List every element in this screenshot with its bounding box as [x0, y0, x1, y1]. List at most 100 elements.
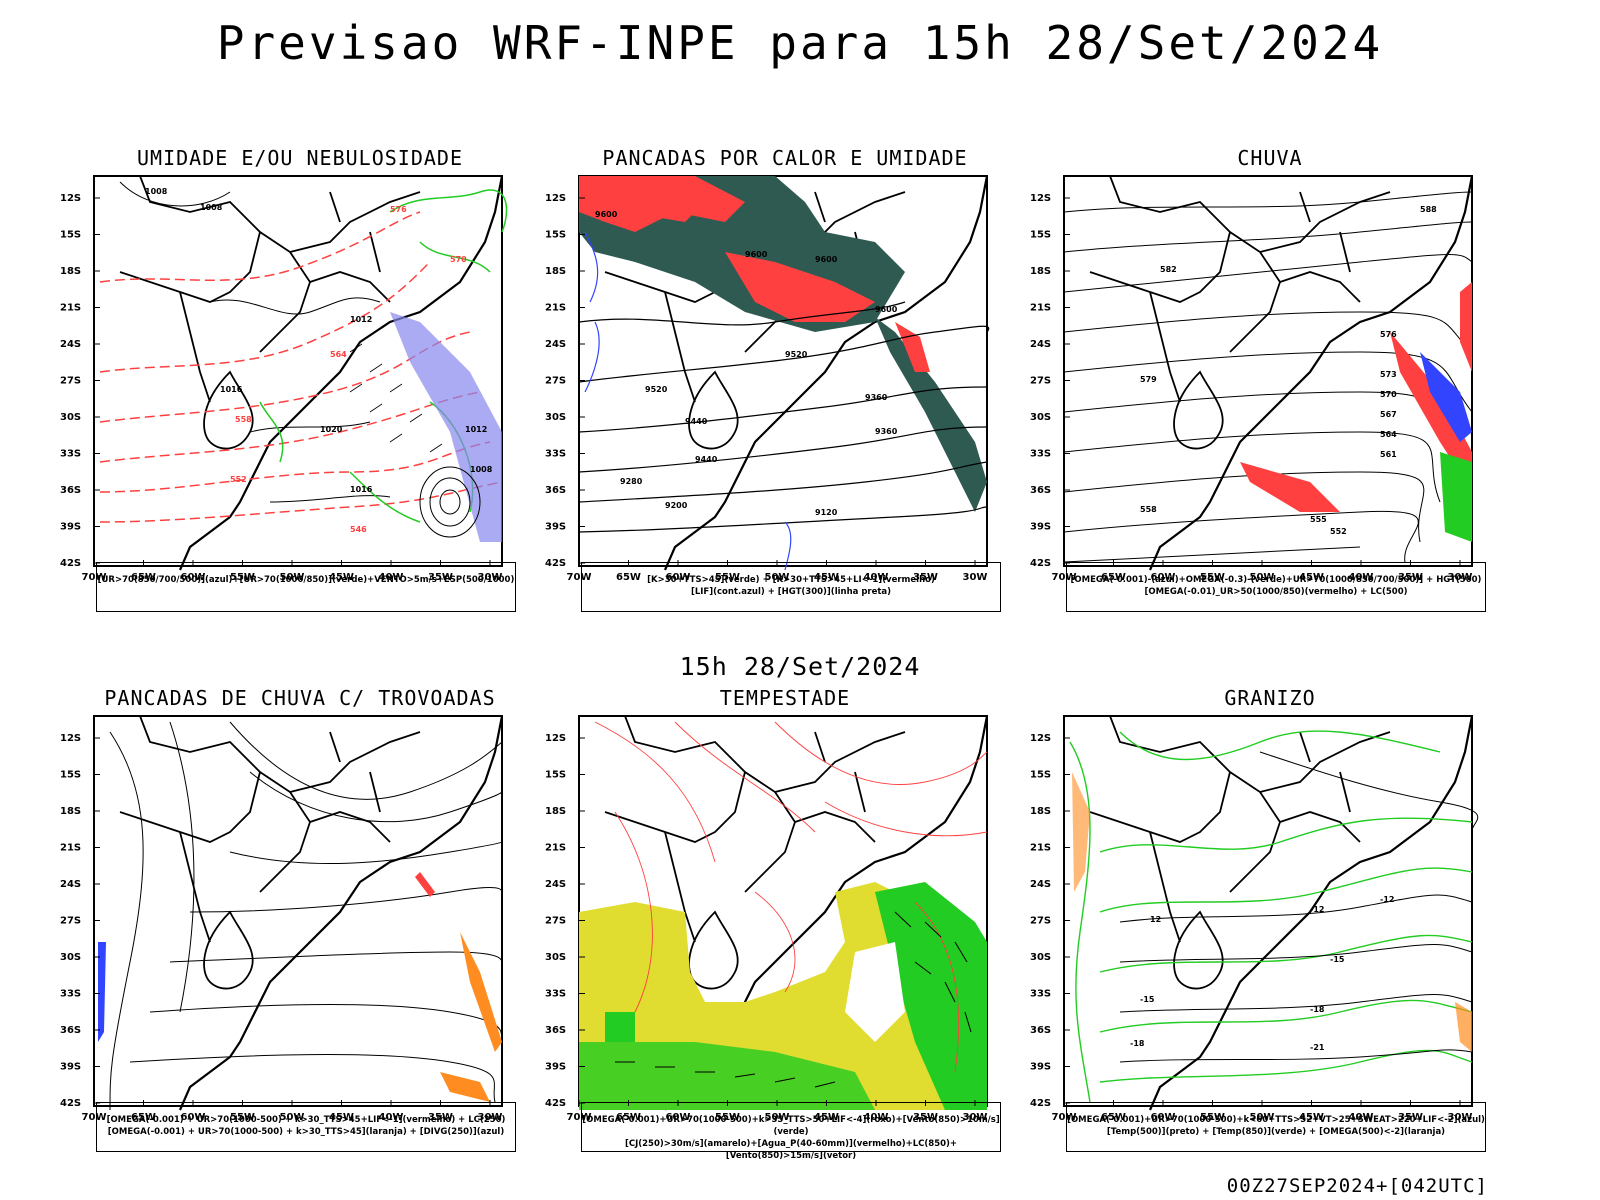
coastline-borders — [1089, 175, 1474, 571]
lon-tick-label: 40W — [864, 572, 889, 583]
convection-zone-red — [655, 192, 705, 222]
panel-trovoadas: PANCADAS DE CHUVA C/ TROVOADAS 12S 15S 18S… — [60, 686, 530, 1156]
lat-tick-label: 21S — [60, 303, 81, 314]
storm-red — [415, 872, 435, 897]
contour-label: 567 — [1380, 410, 1397, 419]
contour-label: 555 — [1310, 515, 1327, 524]
panel-pancadas-calor: PANCADAS POR CALOR E UMIDADE — [545, 146, 1015, 616]
lon-tick-label: 40W — [1349, 572, 1374, 583]
lon-tick-label: 70W — [567, 1112, 592, 1123]
contour-label: 9600 — [815, 255, 838, 264]
lat-tick-label: 15S — [545, 770, 566, 781]
lon-tick-label: 65W — [1101, 572, 1126, 583]
lon-tick-label: 50W — [765, 1112, 790, 1123]
lon-tick-label: 65W — [616, 1112, 641, 1123]
coastline-borders — [119, 175, 504, 571]
contour-label: 9360 — [875, 427, 898, 436]
lat-tick-label: 36S — [545, 485, 566, 496]
lon-tick-label: 45W — [329, 572, 354, 583]
omega-orange — [1455, 1002, 1472, 1052]
lat-tick-label: 15S — [545, 230, 566, 241]
lon-tick-label: 60W — [181, 572, 206, 583]
lon-tick-label: 50W — [280, 572, 305, 583]
lc250-streamlines — [109, 721, 503, 1111]
lon-tick-label: 35W — [428, 1112, 453, 1123]
contour-label: 9600 — [875, 305, 898, 314]
lon-tick-label: 50W — [1250, 572, 1275, 583]
lon-tick-label: 60W — [1151, 1112, 1176, 1123]
contour-label: 576 — [1380, 330, 1397, 339]
lat-tick-label: 36S — [60, 1025, 81, 1036]
panel-chuva: CHUVA 588 582 579 576 573 570 567 564 561 558 555 5 — [1030, 146, 1500, 616]
lon-tick-label: 70W — [82, 572, 107, 583]
lon-tick-label: 30W — [1448, 1112, 1473, 1123]
lat-tick-label: 27S — [60, 916, 81, 927]
storm-orange — [460, 932, 502, 1052]
lat-tick-label: 39S — [545, 522, 566, 533]
map-granizo: -12 -12 -15 -18 -21 -18 -15 12 12S 15S 18S 21S 24S 2… — [1030, 712, 1500, 1123]
lon-tick-label: 40W — [1349, 1112, 1374, 1123]
lat-tick-label: 42S — [545, 558, 566, 569]
lon-tick-label: 60W — [181, 1112, 206, 1123]
run-code: 00Z27SEP2024+[042UTC] — [1226, 1175, 1488, 1197]
lat-tick-label: 12S — [545, 733, 566, 744]
lon-tick-label: 50W — [1250, 1112, 1275, 1123]
lon-tick-label: 35W — [1398, 1112, 1423, 1123]
contour-label: 564 — [1380, 430, 1397, 439]
panel-title: TEMPESTADE — [719, 686, 851, 710]
lat-tick-label: 33S — [1030, 989, 1051, 1000]
contour-label: 1020 — [320, 425, 343, 434]
contour-label: 570 — [1380, 390, 1397, 399]
lat-tick-label: 36S — [1030, 485, 1051, 496]
contour-label: 552 — [230, 475, 247, 484]
contour-label: 9120 — [815, 508, 838, 517]
lat-tick-label: 42S — [545, 1098, 566, 1109]
lon-tick-label: 55W — [230, 1112, 255, 1123]
lon-tick-label: 70W — [1052, 572, 1077, 583]
lat-tick-label: 18S — [1030, 806, 1051, 817]
legend-pancadas-calor: [K>30+TTS>45](verde) + [K>30+TTS>45+LI<-… — [581, 562, 1001, 612]
panel-umidade: UMIDADE E/OU NEBULOSIDADE — [60, 146, 530, 616]
lon-tick-label: 55W — [715, 572, 740, 583]
omega-orange — [1072, 772, 1090, 892]
hgt500-streamlines — [1063, 191, 1473, 563]
lon-tick-label: 65W — [131, 1112, 156, 1123]
lat-tick-label: 12S — [1030, 193, 1051, 204]
lon-tick-label: 55W — [1200, 572, 1225, 583]
rain-green — [1440, 452, 1472, 542]
legend-line: [CJ(250)>30m/s](amarelo)+[Agua_P(40-60mm… — [624, 1139, 958, 1161]
contour-label: 9360 — [865, 393, 888, 402]
contour-label: 582 — [1160, 265, 1177, 274]
page-title: Previsao WRF-INPE para 15h 28/Set/2024 — [216, 16, 1384, 70]
legend-line: [OMEGA(-0.001) + UR>70(1000-500) + k>30_… — [107, 1127, 505, 1137]
contour-label: 9440 — [685, 417, 708, 426]
map-trovoadas: 12S 15S 18S 21S 24S 27S 30S 33S 36S 39S 42S 70W 65W 6… — [60, 712, 530, 1123]
contour-label: 1016 — [220, 385, 243, 394]
contour-label: 1008 — [145, 187, 168, 196]
contour-label: -21 — [1310, 1043, 1325, 1052]
lon-tick-label: 60W — [666, 1112, 691, 1123]
lat-tick-label: 21S — [1030, 303, 1051, 314]
lat-tick-label: 42S — [1030, 1098, 1051, 1109]
legend-chuva: [OMEGA(-0.001)-(azul)+OMEGA(-0.3)-(verde… — [1066, 562, 1486, 612]
lon-tick-label: 45W — [1299, 1112, 1324, 1123]
contour-label: 1012 — [350, 315, 372, 324]
lon-tick-label: 45W — [814, 572, 839, 583]
lon-tick-label: 45W — [1299, 572, 1324, 583]
lat-tick-label: 24S — [545, 879, 566, 890]
lat-tick-label: 36S — [1030, 1025, 1051, 1036]
lat-tick-label: 33S — [60, 989, 81, 1000]
contour-label: 1012 — [465, 425, 487, 434]
lat-tick-label: 12S — [60, 193, 81, 204]
lon-tick-label: 30W — [478, 1112, 503, 1123]
contour-label: 564 — [330, 350, 347, 359]
lat-tick-label: 30S — [545, 952, 566, 963]
lon-tick-label: 50W — [280, 1112, 305, 1123]
lat-tick-label: 27S — [1030, 916, 1051, 927]
lat-tick-label: 15S — [1030, 230, 1051, 241]
legend-trovoadas: [OMEGA(-0.001) + UR>70(1000-500) + k>30_… — [96, 1102, 516, 1152]
rain-red — [1390, 332, 1472, 492]
lat-tick-label: 15S — [60, 770, 81, 781]
lat-tick-label: 18S — [545, 806, 566, 817]
pressure-contours — [119, 181, 391, 503]
